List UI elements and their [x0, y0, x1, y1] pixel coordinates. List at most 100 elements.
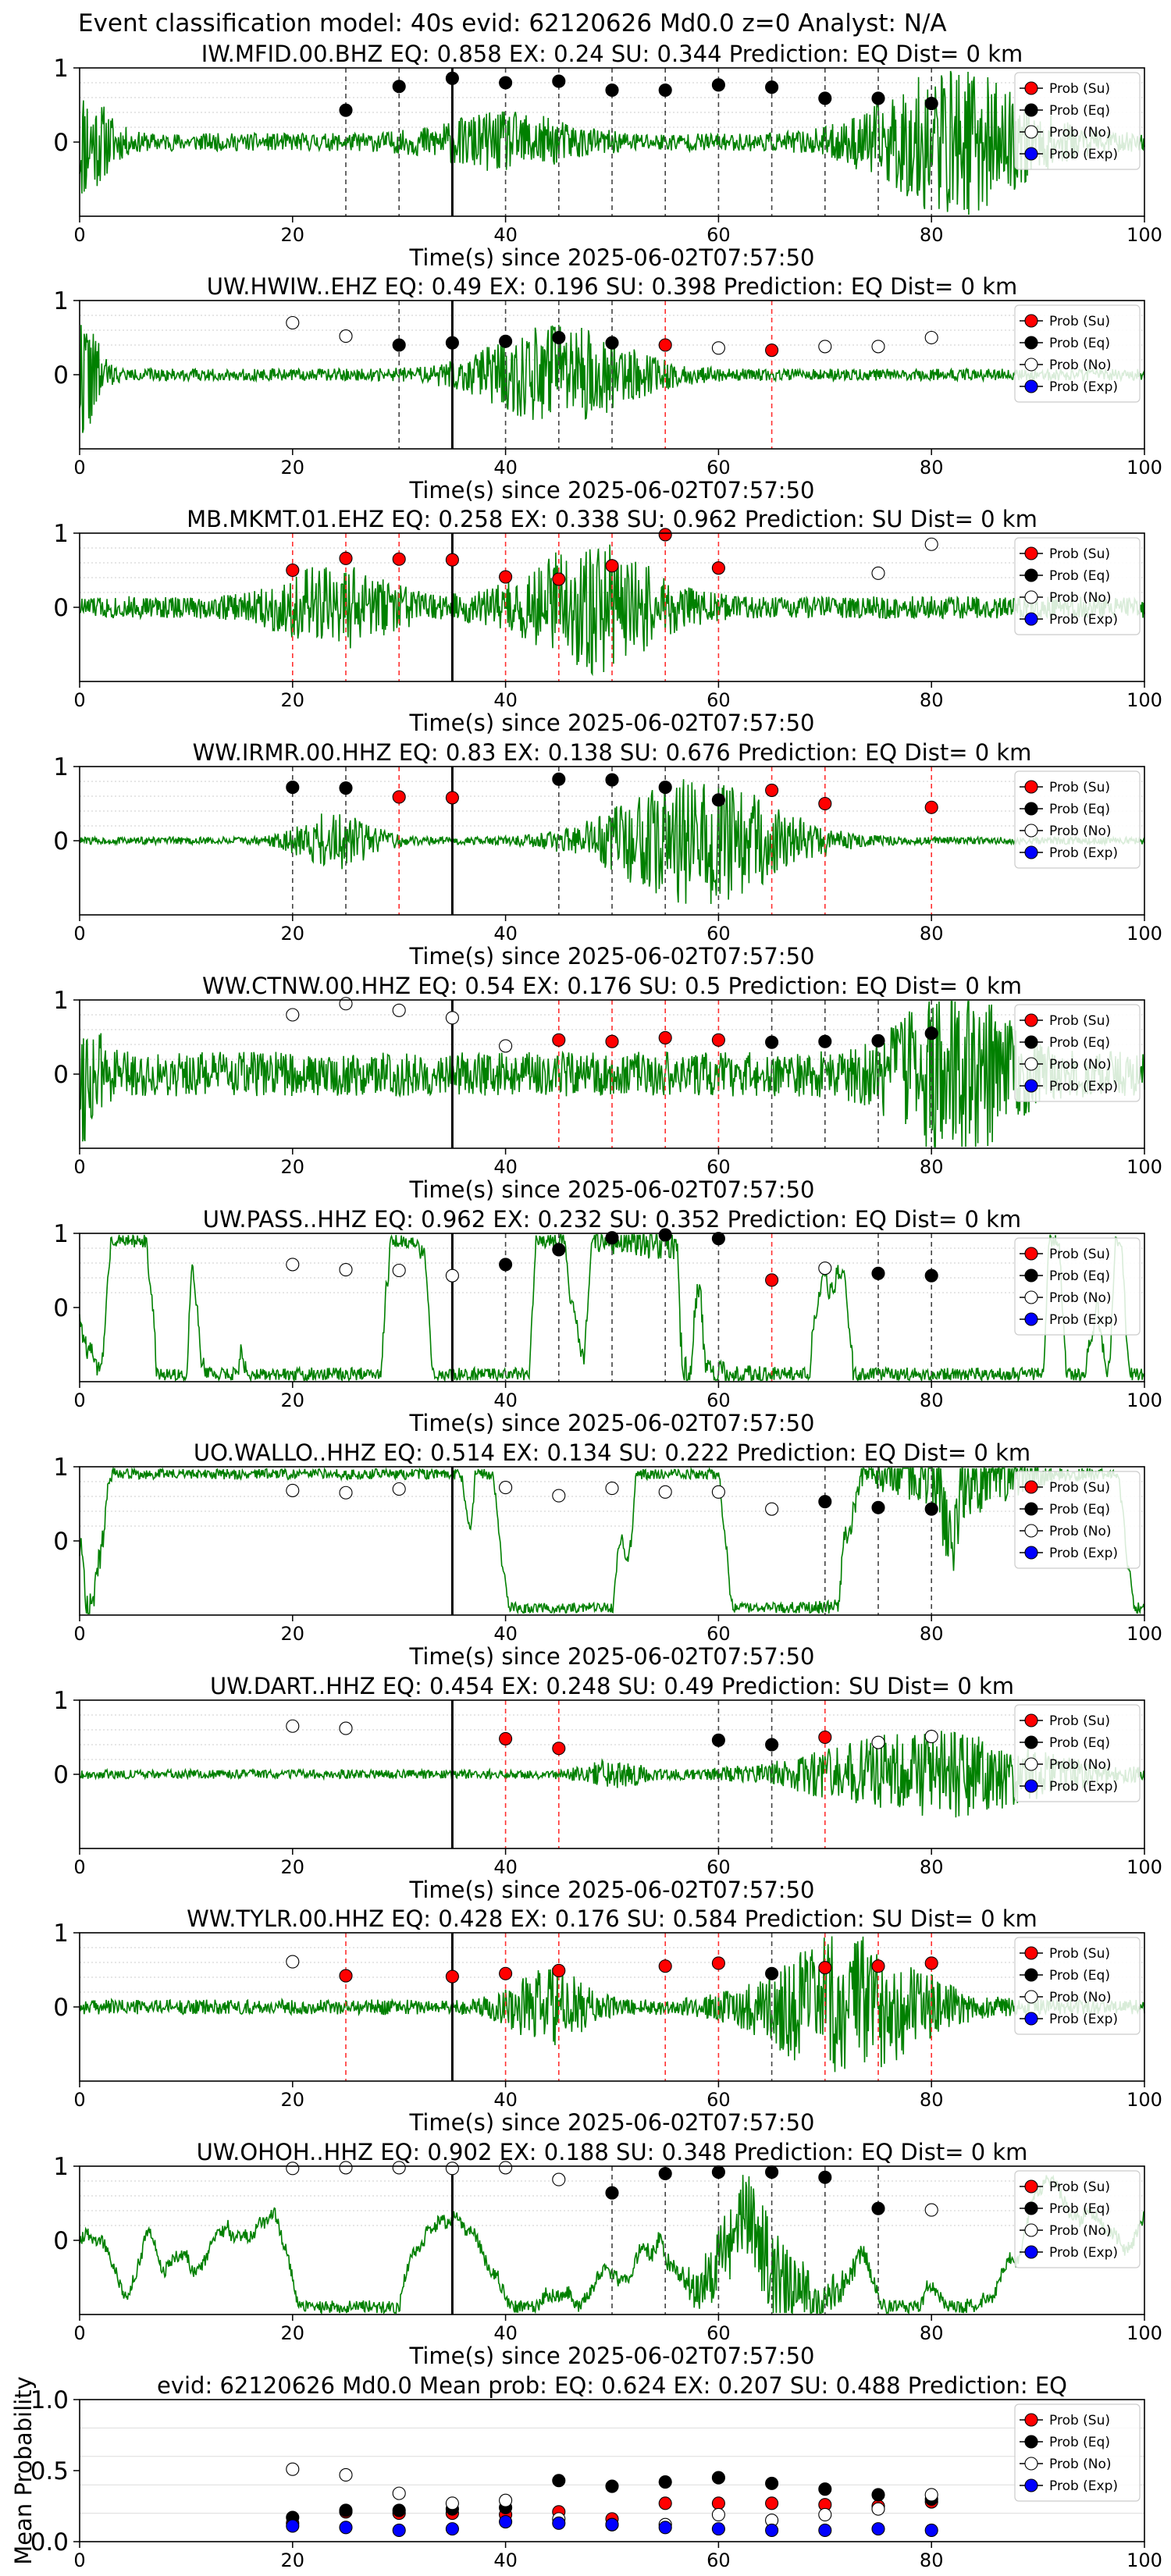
x-tick-label: 60 — [707, 1856, 731, 1878]
panel-title: UO.WALLO..HHZ EQ: 0.514 EX: 0.134 SU: 0.… — [194, 1439, 1030, 1466]
marker-su — [711, 1033, 725, 1047]
x-axis-label: Time(s) since 2025-06-02T07:57:50 — [409, 1176, 815, 1203]
legend-marker-eq — [1024, 1268, 1038, 1283]
legend-marker-su — [1024, 314, 1038, 328]
x-tick-label: 40 — [493, 2322, 518, 2344]
marker-no — [339, 1263, 353, 1277]
panel-title: WW.TYLR.00.HHZ EQ: 0.428 EX: 0.176 SU: 0… — [187, 1905, 1038, 1932]
legend-marker-su — [1024, 1480, 1038, 1494]
legend-box — [1014, 770, 1141, 869]
legend-marker-exp — [1024, 1312, 1038, 1326]
marker-eq — [765, 2165, 779, 2179]
x-tick-label: 0 — [73, 1156, 85, 1178]
marker-su — [658, 1959, 672, 1973]
legend-label: Prob (Su) — [1049, 1013, 1110, 1029]
marker-eq — [605, 83, 619, 98]
marker-eq — [924, 1026, 938, 1041]
marker-su — [552, 1963, 566, 1977]
marker-eq — [711, 2471, 725, 2485]
marker-eq — [499, 334, 513, 348]
legend-box — [1014, 1704, 1141, 1802]
legend-marker-exp — [1024, 379, 1038, 393]
x-tick-label: 20 — [281, 1856, 305, 1878]
panel-title: UW.OHOH..HHZ EQ: 0.902 EX: 0.188 SU: 0.3… — [197, 2139, 1028, 2165]
x-tick-label: 40 — [493, 923, 518, 945]
legend-marker-eq — [1024, 1502, 1038, 1516]
y-tick-label: 1 — [53, 55, 69, 83]
x-tick-label: 80 — [920, 224, 944, 246]
y-tick-label: 0 — [53, 1061, 69, 1089]
legend: Prob (Su) Prob (Eq) Prob (No) Prob (Exp) — [1014, 537, 1141, 635]
x-tick-label: 80 — [920, 2322, 944, 2344]
x-axis-label: Time(s) since 2025-06-02T07:57:50 — [409, 1877, 815, 1903]
legend-label: Prob (Su) — [1049, 1247, 1110, 1262]
legend-marker-no — [1024, 1524, 1038, 1538]
legend-label: Prob (Su) — [1049, 1713, 1110, 1729]
legend-marker-no — [1024, 2223, 1038, 2237]
x-tick-label: 40 — [493, 224, 518, 246]
legend-marker-eq — [1024, 802, 1038, 816]
x-tick-label: 20 — [281, 689, 305, 711]
x-tick-label: 0 — [73, 224, 85, 246]
marker-eq — [392, 338, 406, 352]
marker-no — [499, 2493, 513, 2507]
marker-eq — [552, 74, 566, 88]
y-tick-label: 1 — [53, 287, 69, 315]
x-tick-label: 60 — [707, 923, 731, 945]
marker-no — [339, 2467, 353, 2482]
marker-su — [658, 528, 672, 542]
x-tick-label: 100 — [1127, 457, 1162, 479]
x-tick-label: 80 — [920, 2549, 944, 2571]
legend-marker-eq — [1024, 336, 1038, 350]
panel-3: MB.MKMT.01.EHZ EQ: 0.258 EX: 0.338 SU: 0… — [53, 506, 1162, 736]
legend-label: Prob (Exp) — [1049, 1779, 1118, 1795]
marker-no — [658, 1485, 672, 1499]
panel-title: evid: 62120626 Md0.0 Mean prob: EQ: 0.62… — [157, 2372, 1067, 2399]
x-tick-label: 60 — [707, 1623, 731, 1645]
panel-10: UW.OHOH..HHZ EQ: 0.902 EX: 0.188 SU: 0.3… — [53, 2139, 1162, 2369]
legend-marker-eq — [1024, 1035, 1038, 1049]
marker-no — [392, 1482, 406, 1496]
x-tick-label: 60 — [707, 224, 731, 246]
legend-label: Prob (No) — [1049, 2457, 1112, 2472]
y-tick-label: 1 — [53, 1453, 69, 1482]
legend-label: Prob (No) — [1049, 125, 1112, 141]
marker-no — [286, 2161, 300, 2176]
marker-su — [499, 570, 513, 584]
marker-eq — [605, 773, 619, 787]
y-tick-label: 0 — [53, 2227, 69, 2255]
legend-label: Prob (No) — [1049, 1057, 1112, 1073]
figure-title: Event classification model: 40s evid: 62… — [78, 9, 947, 37]
panel-1: IW.MFID.00.BHZ EQ: 0.858 EX: 0.24 SU: 0.… — [53, 41, 1162, 271]
marker-eq — [658, 1228, 672, 1242]
legend-marker-exp — [1024, 147, 1038, 161]
legend-marker-su — [1024, 780, 1038, 794]
marker-su — [711, 2496, 725, 2510]
legend-label: Prob (Eq) — [1049, 1268, 1110, 1284]
legend-box — [1014, 304, 1141, 403]
legend-label: Prob (No) — [1049, 590, 1112, 606]
legend-label: Prob (No) — [1049, 1757, 1112, 1773]
marker-no — [499, 2161, 513, 2175]
legend-label: Prob (Eq) — [1049, 2201, 1110, 2217]
marker-exp — [818, 2523, 832, 2537]
x-tick-label: 80 — [920, 1156, 944, 1178]
marker-eq — [605, 2479, 619, 2493]
marker-no — [339, 997, 353, 1011]
x-tick-label: 40 — [493, 1623, 518, 1645]
marker-eq — [818, 1034, 832, 1048]
marker-no — [871, 2502, 885, 2516]
panel-title: MB.MKMT.01.EHZ EQ: 0.258 EX: 0.338 SU: 0… — [187, 506, 1038, 532]
marker-su — [286, 563, 300, 578]
marker-exp — [871, 2522, 885, 2536]
x-axis-label: Time(s) since 2025-06-02T07:57:50 — [409, 710, 815, 736]
panel-title: UW.PASS..HHZ EQ: 0.962 EX: 0.232 SU: 0.3… — [203, 1206, 1021, 1233]
x-tick-label: 80 — [920, 457, 944, 479]
legend: Prob (Su) Prob (Eq) Prob (No) Prob (Exp) — [1014, 2170, 1141, 2268]
x-tick-label: 100 — [1127, 2089, 1162, 2111]
legend-label: Prob (Eq) — [1049, 2435, 1110, 2450]
marker-eq — [924, 97, 938, 111]
marker-exp — [711, 2522, 725, 2536]
x-tick-label: 100 — [1127, 1156, 1162, 1178]
